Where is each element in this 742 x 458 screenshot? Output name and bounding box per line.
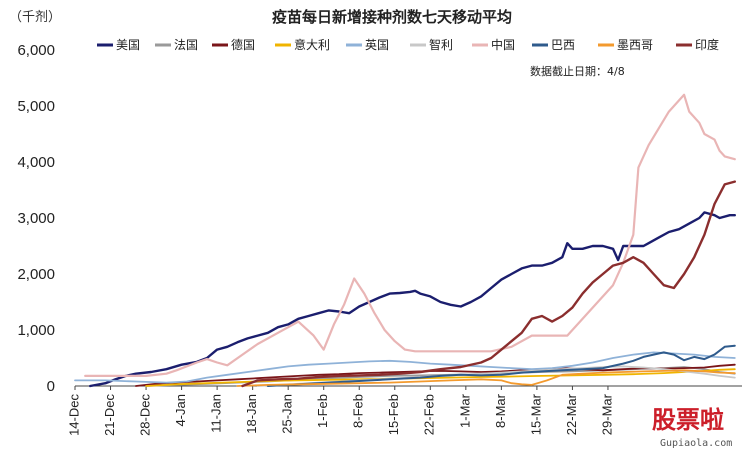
y-tick-label: 1,000 [17,322,55,339]
chart-title: 疫苗每日新增接种剂数七天移动平均 [272,8,512,26]
legend-label: 中国 [491,37,515,52]
x-axis: 14-Dec 21-Dec 28-Dec 4-Jan 11-Jan 18-Jan 25-Ja… [66,385,742,436]
x-tick-label: 1-Feb [315,394,330,428]
x-tick-label: 28-Dec [137,394,152,436]
series-layer [74,93,736,388]
y-tick-label: 5,000 [17,98,55,115]
x-tick-label: 11-Jan [209,394,224,433]
series-line-巴西 [266,344,736,387]
x-tick-label: 25-Jan [280,394,295,434]
y-tick-label: 2,000 [17,266,55,283]
legend-label: 巴西 [551,38,575,52]
series-line-中国 [84,93,736,377]
legend-label: 法国 [174,38,198,52]
watermark-url: Gupiaola.com [660,438,732,449]
series-line-英国 [74,351,736,384]
legend-label: 意大利 [294,37,330,52]
legend-label: 智利 [429,37,453,52]
x-tick-label: 29-Mar [599,393,614,435]
x-tick-label: 15-Mar [528,393,543,435]
x-tick-label: 22-Feb [422,394,437,435]
series-line-美国 [89,211,736,388]
legend: 美国 法国 德国 意大利 英国 智利 中国 巴西 墨西哥 印度 [97,37,719,52]
data-cutoff-note: 数据截止日期：4/8 [530,64,625,78]
x-tick-label: 8-Feb [351,394,366,428]
x-tick-label: 8-Mar [493,393,508,428]
y-tick-label: 6,000 [17,42,55,59]
legend-label: 印度 [695,37,719,52]
watermark: 股票啦 Gupiaola.com [652,406,732,449]
legend-label: 德国 [231,37,255,52]
x-tick-label: 1-Mar [457,393,472,428]
x-tick-label: 21-Dec [102,394,117,436]
unit-label: （千剂） [9,10,61,25]
legend-label: 英国 [365,38,389,52]
x-tick-label: 22-Mar [564,393,579,435]
y-tick-label: 0 [47,378,55,395]
x-tick-label: 14-Dec [66,394,81,436]
y-tick-label: 4,000 [17,154,55,171]
series-line-墨西哥 [236,369,736,387]
watermark-text: 股票啦 [652,406,724,434]
legend-label: 墨西哥 [617,38,653,52]
series-line-印度 [241,180,736,388]
x-tick-label: 4-Jan [173,394,188,427]
x-tick-label: 15-Feb [386,394,401,435]
y-tick-label: 3,000 [17,210,55,227]
y-axis: 0 1,000 2,000 3,000 4,000 5,000 6,000 [17,42,55,395]
legend-label: 美国 [116,38,140,52]
x-tick-label: 18-Jan [244,394,259,434]
